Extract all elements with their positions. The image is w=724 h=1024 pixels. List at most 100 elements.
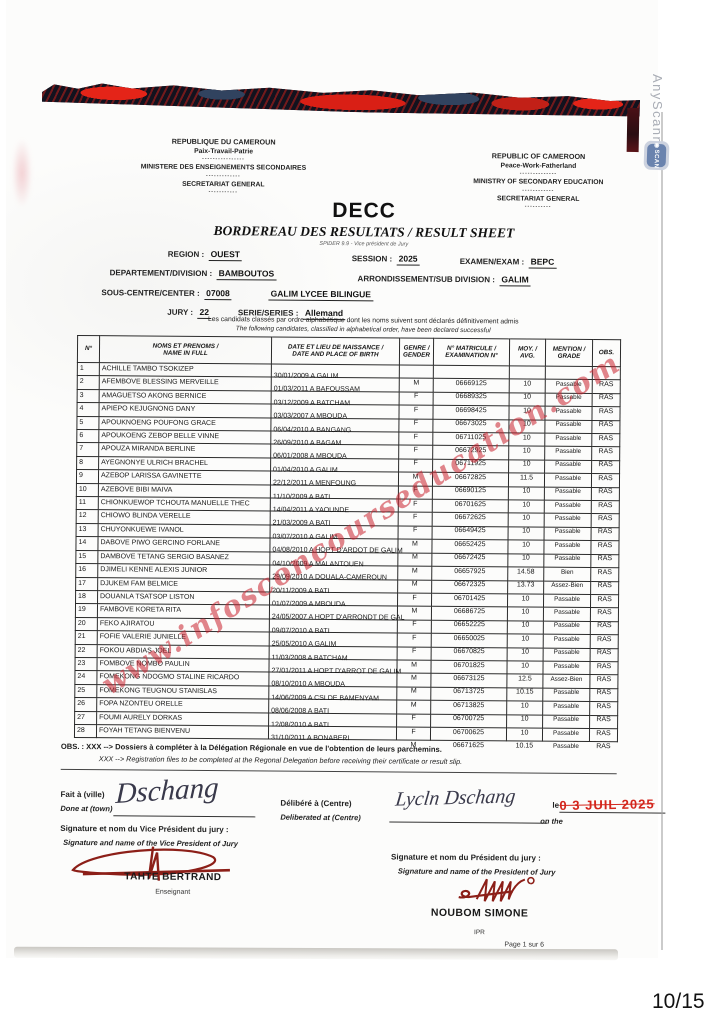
exam-field: EXAMEN/EXAM : BEPC [460, 251, 557, 270]
exam-value: BEPC [528, 256, 557, 269]
deliberated-line [389, 821, 548, 824]
divider-dashes: ----------- [208, 189, 238, 196]
cell-matricule: 06669125 [433, 365, 510, 387]
cell-number: 23 [74, 657, 98, 672]
cell-number: 10 [76, 483, 99, 497]
cell-number: 27 [74, 711, 97, 725]
cell-name: FOPA NZONTEU ORELLE [96, 697, 269, 713]
page-bottom-shadow [13, 946, 619, 961]
divider-dashes: ---------- [524, 203, 552, 210]
page-indicator: 10/15 [652, 990, 705, 1013]
cell-number: 7 [76, 442, 99, 457]
cell-number: 17 [75, 576, 98, 591]
cell-name: FOUMI AURELY DORKAS [96, 711, 269, 726]
scanned-page: REPUBLIQUE DU CAMEROUN Paix-Travail-Patr… [6, 0, 666, 961]
deliberated-label-fr: Délibéré à (Centre) [280, 798, 352, 809]
cell-name: FOYAH TETANG BIENVENU [96, 724, 269, 740]
letterhead-english: REPUBLIC OF CAMEROON Peace-Work-Fatherla… [436, 151, 640, 212]
cell-number: 24 [74, 670, 97, 685]
region-field: REGION : OUEST [168, 244, 242, 263]
col-name: NOMS ET PRENOMS / NAME IN FULL [99, 335, 272, 365]
session-field: SESSION : 2025 [352, 248, 420, 267]
cell-average: 10 [509, 365, 546, 388]
anyscanner-watermark: AnyScanner [650, 74, 665, 160]
cell-number: 16 [75, 563, 98, 578]
ink-smudge [12, 138, 32, 208]
cell-birth: 30/01/2009 A GALIM [271, 364, 400, 380]
session-label: SESSION : [351, 254, 393, 264]
vp-signature-scribble [71, 846, 230, 881]
done-at-line [113, 815, 256, 818]
cell-number: 19 [75, 603, 98, 618]
p-title: IPR [473, 929, 485, 937]
cell-name: AZEBOVE BIBI MAIVA [98, 483, 271, 499]
center-code: 07008 [204, 287, 232, 301]
cell-name: APOUZA MIRANDA BERLINE [98, 443, 271, 458]
col-birth: DATE ET LIEU DE NAISSANCE / DATE AND PLAC… [271, 337, 400, 366]
cell-number: 11 [76, 496, 99, 511]
date-label-fr: le [552, 800, 560, 810]
cell-gender: M [399, 365, 434, 387]
cell-number: 5 [76, 416, 99, 430]
col-number: N° [77, 335, 100, 363]
obs-footnote-fr: OBS. : XXX --> Dossiers à compléter à la… [60, 741, 442, 754]
region-value: OUEST [208, 249, 242, 262]
cell-name: CHIONKUEWOP TCHOUTA MANUELLE THEC [98, 496, 271, 512]
subdivision-value: GALIM [499, 274, 531, 287]
fabric-strip-tail [626, 107, 640, 153]
cell-number: 9 [76, 469, 99, 484]
col-matricule: N° MATRICULE / EXAMINATION N° [433, 338, 510, 366]
cell-number: 25 [74, 684, 97, 698]
subdivision-field: ARRONDISSEMENT/SUB DIVISION : GALIM [358, 268, 531, 287]
done-at-label-fr: Fait à (ville) [60, 789, 105, 800]
date-label-en: on the [540, 816, 563, 826]
col-gender: GENRE / GENDER [399, 338, 434, 366]
session-value: 2025 [396, 253, 420, 266]
obs-footnote-en: XXX --> Registration files to be complet… [98, 754, 463, 767]
scan-icon: ◉SCAN [646, 142, 667, 169]
cell-number: 12 [76, 509, 99, 524]
subdivision-label: ARRONDISSEMENT/SUB DIVISION : [357, 274, 495, 285]
center-label: SOUS-CENTRE/CENTER : [101, 288, 200, 298]
cell-number: 21 [75, 630, 98, 645]
cell-name: ACHILLE TAMBO TSOKIZEP [99, 362, 272, 378]
done-at-label-en: Done at (town) [60, 803, 113, 814]
col-average: MOY. / AVG. [509, 338, 546, 367]
cell-number: 8 [76, 456, 99, 470]
date-stamp: 0 3 JUIL 2025 [559, 796, 655, 814]
cell-number: 13 [76, 523, 99, 537]
exam-label: EXAMEN/EXAM : [459, 256, 525, 267]
document-title: DECC [332, 198, 396, 223]
vp-signature-label-fr: Signature et nom du Vice Président du ju… [60, 823, 229, 835]
cell-number: 28 [74, 724, 97, 739]
department-label: DEPARTEMENT/DIVISION : [109, 268, 213, 279]
admission-notice: Les candidats classés par ordre alphabét… [107, 315, 619, 336]
obs-footnote: OBS. : XXX --> Dossiers à compléter à la… [61, 742, 617, 767]
deliberated-handwritten: Lycln Dschang [394, 785, 517, 811]
cell-number: 20 [75, 617, 98, 631]
p-signature-label-fr: Signature et nom du Président du jury : [390, 852, 541, 863]
cell-name: AMAGUETSO AKONG BERNICE [99, 389, 272, 405]
cell-name: AYEGNONYE ULRICH BRACHEL [98, 456, 271, 472]
results-table-head: N° NOMS ET PRENOMS / NAME IN FULL DATE ET… [77, 335, 621, 367]
footnote-divider [60, 768, 617, 775]
region-label: REGION : [167, 249, 205, 259]
cell-number: 18 [75, 590, 98, 604]
vp-name: TAHTE BERTRAND [124, 871, 222, 884]
p-signature-scribble [458, 876, 535, 902]
table-row: 28 FOYAH TETANG BIENVENU 31/10/2011 A BONA… [74, 724, 618, 750]
document-content: REPUBLIQUE DU CAMEROUN Paix-Travail-Patr… [2, 0, 666, 961]
header-row: N° NOMS ET PRENOMS / NAME IN FULL DATE ET… [77, 335, 621, 367]
cell-name: APOUKOENG ZEBOP BELLE VINNE [98, 429, 271, 445]
cell-number: 26 [74, 697, 97, 712]
cell-number: 22 [75, 644, 98, 658]
vp-title: Enseignant [155, 888, 191, 896]
page-edge-shadow [661, 112, 663, 950]
cell-name: APIEPO KEJUGNONG DANY [98, 402, 272, 418]
cell-number: 2 [77, 375, 100, 390]
cell-number: 14 [75, 536, 99, 551]
cell-name: CHIOWO BLINDA VERELLE [98, 510, 271, 525]
department-field: DEPARTEMENT/DIVISION : BAMBOUTOS [110, 262, 277, 281]
done-at-handwritten: Dschang [114, 771, 220, 810]
